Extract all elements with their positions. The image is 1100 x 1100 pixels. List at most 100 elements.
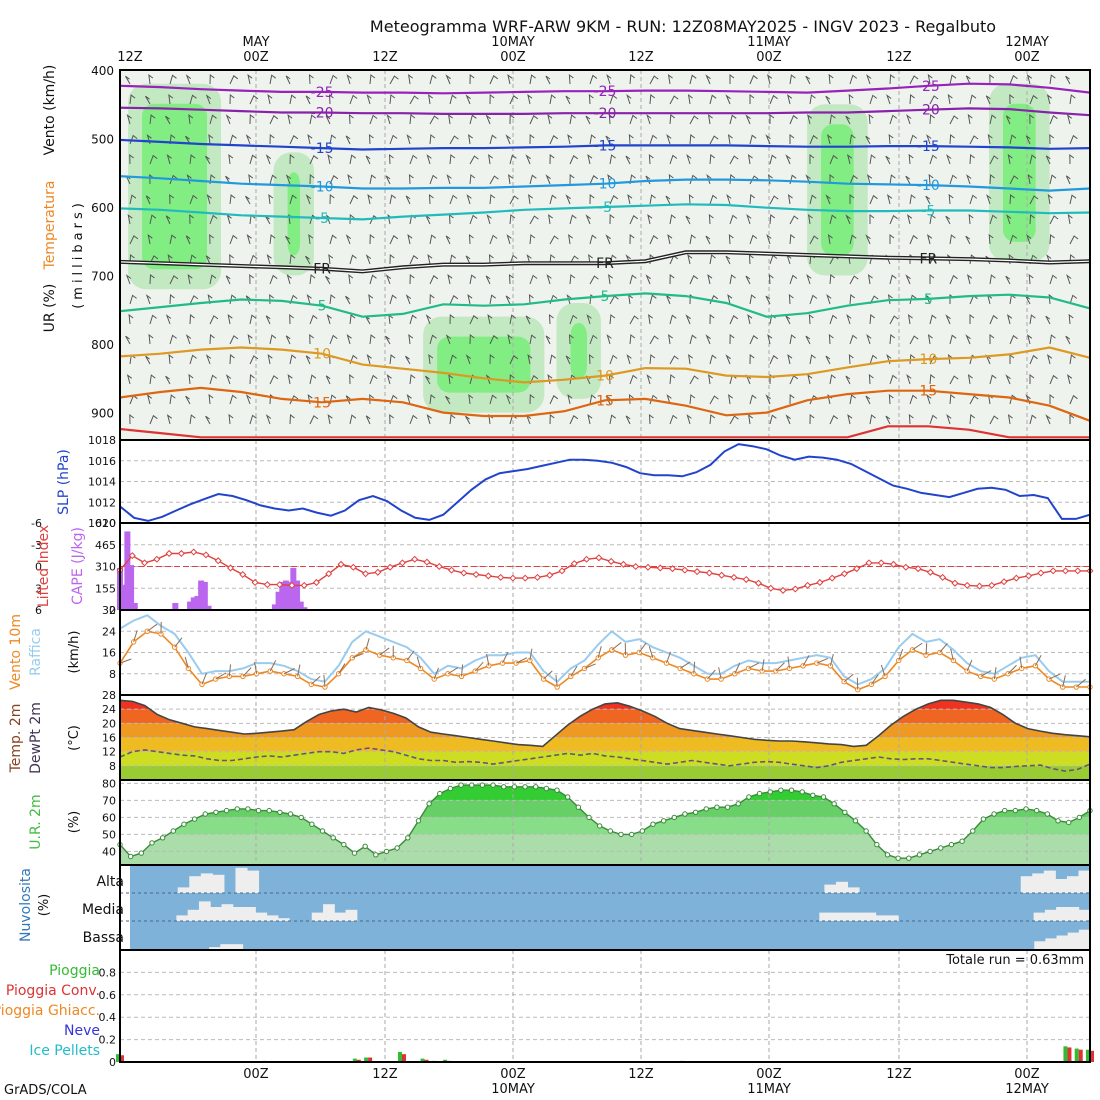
- rh-point: [1076, 814, 1083, 821]
- wind-barb: [486, 214, 492, 225]
- wind-barb: [988, 233, 994, 245]
- wind-barb: [969, 94, 977, 105]
- wind-barb: [866, 334, 872, 345]
- wind-barb: [1069, 94, 1076, 105]
- wind-barb: [669, 95, 679, 105]
- wind-barb: [649, 394, 658, 405]
- cloud-cell-bassa: [1034, 941, 1046, 950]
- rh-point: [255, 807, 262, 814]
- bottom-time-label: 12Z: [886, 1067, 912, 1082]
- wind-barb: [287, 374, 293, 385]
- wind-barb: [569, 214, 577, 225]
- wind-barb: [249, 314, 257, 325]
- li-tick-label: 0: [35, 561, 42, 574]
- isotherm-fr-inner: [119, 251, 1091, 273]
- wind10-arrow: [870, 674, 879, 685]
- wind-barb: [869, 414, 876, 425]
- wind-barb: [949, 74, 957, 85]
- wind-barb: [169, 394, 176, 405]
- wind10-point: [349, 655, 355, 661]
- wind-barb: [906, 214, 913, 225]
- wind-barb: [949, 234, 956, 245]
- wind-barb: [1029, 414, 1037, 425]
- upper-ur-label: UR (%): [42, 284, 58, 333]
- wind-barb: [287, 113, 293, 125]
- wind-barb: [809, 134, 818, 145]
- wind-barb: [125, 274, 132, 285]
- wind-barb: [909, 335, 919, 345]
- wind-barb: [509, 254, 518, 265]
- wind-barb: [827, 233, 833, 245]
- wind-barb: [869, 354, 878, 365]
- wind-barb: [768, 273, 774, 285]
- conv-bar: [1090, 1050, 1094, 1062]
- wind-barb: [607, 173, 613, 185]
- wind-barb: [369, 374, 378, 385]
- isotherm-label: -20: [311, 105, 334, 121]
- wind-barb: [289, 194, 297, 205]
- wind10-tick-label: 24: [102, 625, 116, 638]
- wind-barb: [649, 194, 656, 205]
- cape-bar: [294, 580, 301, 610]
- wind-barb: [546, 274, 552, 285]
- cloud-cell-alta: [847, 887, 860, 893]
- wind-barb: [806, 274, 812, 285]
- wind-barb: [225, 374, 232, 385]
- wind-barb: [227, 314, 233, 325]
- wind10-arrow: [693, 661, 696, 674]
- wind-barb: [586, 314, 592, 325]
- wind-barb: [408, 333, 414, 345]
- wind-barb: [867, 273, 873, 285]
- cloud-cell-media: [232, 907, 245, 921]
- rh-point: [959, 838, 965, 844]
- li-point: [644, 563, 652, 571]
- pressure-tick-label: 400: [91, 64, 114, 78]
- wind-barb: [166, 154, 172, 165]
- wind-barb: [829, 154, 838, 165]
- precip-tick-label: 0.4: [99, 1011, 117, 1024]
- wind-barb: [389, 413, 394, 425]
- wind-barb: [165, 115, 171, 125]
- cloud-cell-media: [311, 912, 324, 921]
- wind-barb: [389, 75, 399, 85]
- temp-line: [119, 699, 1091, 748]
- cloud-cell-alta: [1078, 870, 1091, 893]
- wind-barb: [188, 113, 194, 125]
- rh-point: [1002, 807, 1008, 814]
- wind-barb: [849, 334, 858, 345]
- wind-barb: [345, 234, 352, 245]
- wind-barb: [1029, 113, 1035, 125]
- wind-barb: [325, 115, 331, 125]
- top-time-label: 00Z: [500, 50, 526, 65]
- wind-barb: [608, 273, 613, 285]
- wind-barb: [129, 294, 137, 305]
- wind-barb: [1006, 314, 1013, 325]
- isotherm-label: -15: [311, 141, 334, 157]
- wind-barb: [289, 135, 299, 145]
- wind-barb: [729, 315, 738, 325]
- wind-barb: [1009, 334, 1018, 345]
- wind-barb: [265, 154, 272, 165]
- wind10-arrow: [611, 642, 622, 651]
- wind-barb: [946, 414, 952, 425]
- wind-barb: [1029, 374, 1035, 384]
- cloud-cell-media: [221, 904, 234, 921]
- wind-barb: [389, 94, 396, 105]
- wind-barb: [509, 314, 516, 325]
- wind-barb: [165, 375, 171, 385]
- isotherm-label: -15: [594, 138, 617, 154]
- wind-barb: [1009, 175, 1019, 185]
- wind10-arrow: [666, 651, 672, 664]
- wind-barb: [1028, 273, 1034, 285]
- wind-barb: [787, 353, 793, 365]
- wind-barb: [669, 214, 676, 225]
- wind-barb: [1009, 93, 1015, 105]
- wind-barb: [1069, 153, 1075, 165]
- wind-barb: [705, 334, 711, 345]
- li-point: [226, 564, 235, 572]
- wind-barb: [326, 314, 332, 325]
- wind-barb: [229, 94, 235, 105]
- rh-point: [181, 821, 187, 827]
- wind-barb: [969, 314, 975, 324]
- li-point: [656, 564, 664, 572]
